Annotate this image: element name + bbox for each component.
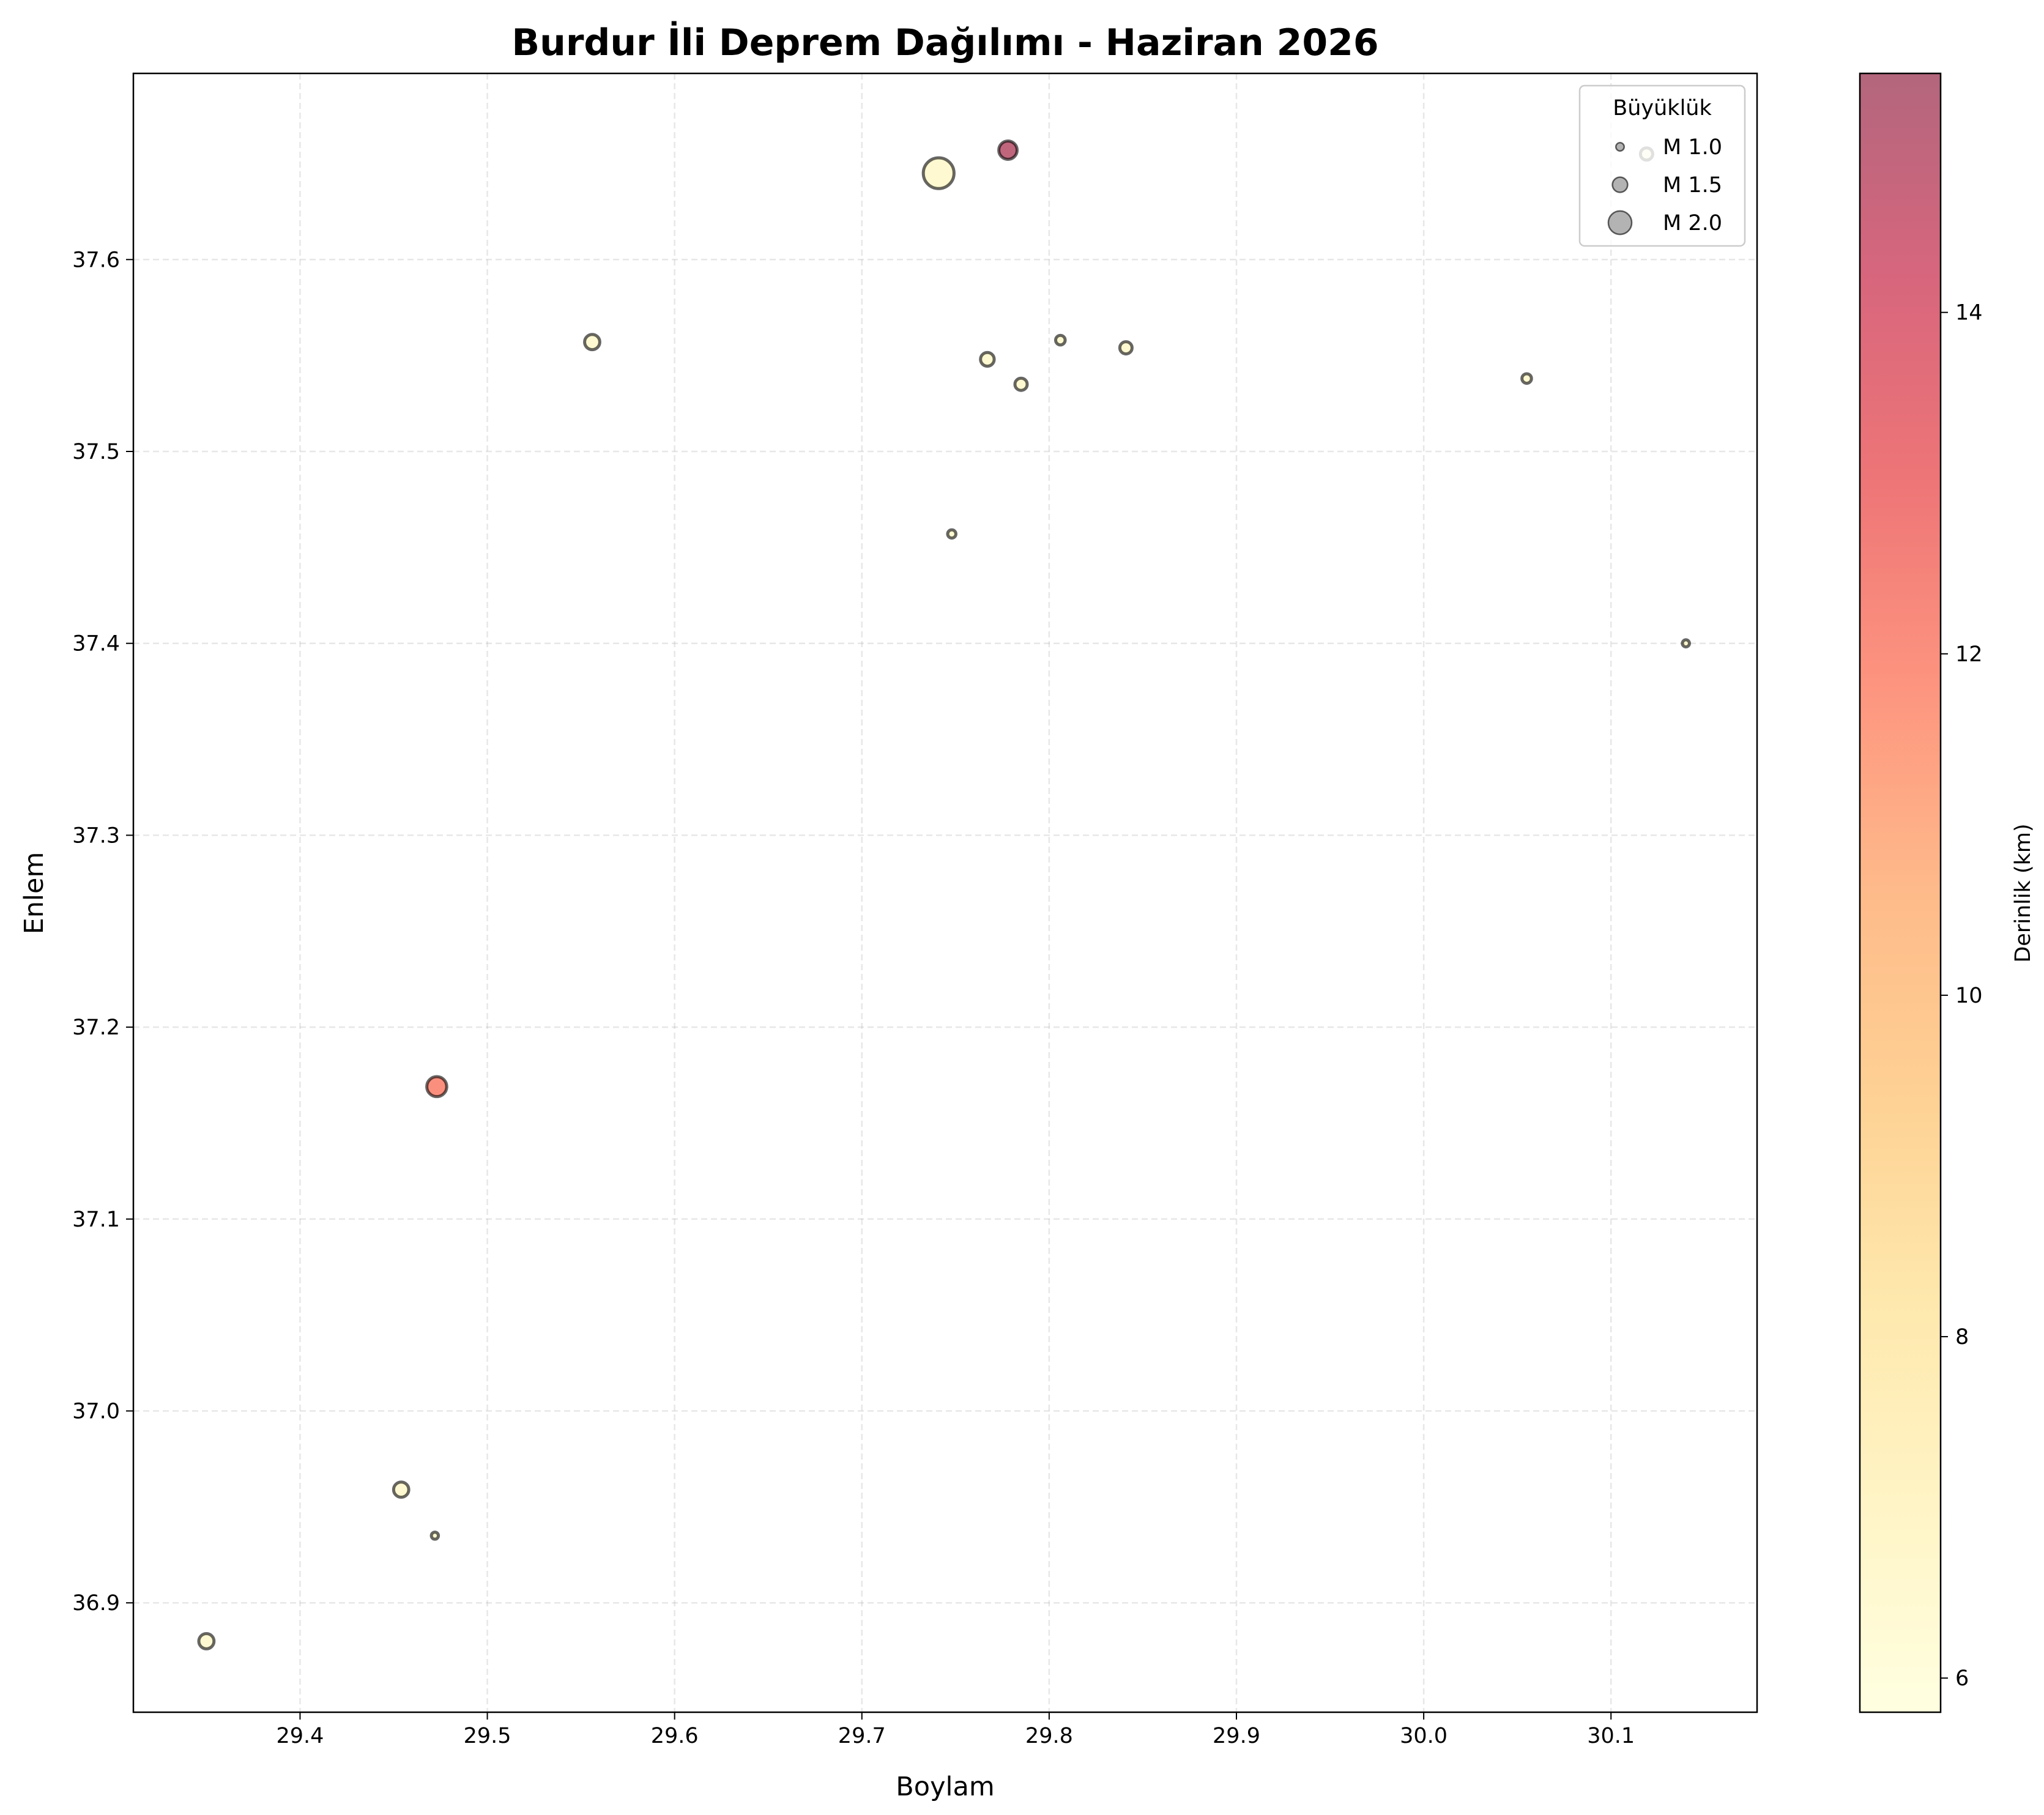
earthquake-point: [583, 333, 601, 352]
colorbar-fill: [1860, 73, 1941, 1712]
y-axis-label: Enlem: [19, 852, 50, 935]
data-points: [197, 139, 1691, 1650]
y-tick-label: 37.5: [72, 440, 120, 464]
earthquake-point: [1681, 638, 1691, 648]
x-axis-label: Boylam: [896, 1772, 994, 1802]
y-tick-label: 36.9: [72, 1591, 120, 1616]
earthquake-point: [1118, 340, 1134, 356]
earthquake-point: [425, 1075, 448, 1099]
earthquake-point: [921, 156, 956, 190]
earthquake-point: [392, 1480, 411, 1499]
y-axis-ticks: 36.9 37.0 37.1 37.2 37.3 37.4 37.5 37.6: [72, 248, 133, 1616]
x-tick-label: 29.8: [1025, 1724, 1073, 1748]
legend-label: M 1.0: [1663, 135, 1722, 160]
x-tick-label: 30.0: [1400, 1724, 1448, 1748]
legend-entries: M 1.0 M 1.5 M 2.0: [1607, 135, 1722, 236]
y-tick-label: 37.4: [72, 632, 120, 656]
earthquake-point: [997, 139, 1019, 161]
y-tick-label: 37.1: [72, 1208, 120, 1232]
y-tick-label: 37.2: [72, 1015, 120, 1040]
grid-lines: [133, 73, 1757, 1712]
y-tick-label: 37.0: [72, 1399, 120, 1423]
colorbar-tick-label: 8: [1955, 1325, 1969, 1349]
legend-label: M 2.0: [1663, 211, 1722, 236]
x-tick-label: 29.4: [276, 1724, 324, 1748]
legend-marker: [1611, 176, 1629, 193]
colorbar-frame: [1859, 72, 1942, 1713]
y-tick-label: 37.6: [72, 248, 120, 272]
x-tick-label: 29.5: [464, 1724, 511, 1748]
colorbar-tick-label: 14: [1955, 301, 1983, 325]
y-tick-label: 37.3: [72, 823, 120, 848]
earthquake-point: [946, 528, 957, 540]
colorbar-tick-label: 12: [1955, 642, 1983, 667]
legend-box: [1578, 84, 1746, 247]
x-tick-label: 30.1: [1587, 1724, 1635, 1748]
x-tick-label: 29.6: [651, 1724, 699, 1748]
earthquake-point: [429, 1531, 440, 1541]
earthquake-point: [1013, 376, 1029, 392]
colorbar-tick-label: 6: [1955, 1666, 1969, 1691]
legend-title: Büyüklük: [1613, 96, 1712, 121]
legend-label: M 1.5: [1663, 173, 1722, 198]
colorbar-tick-label: 10: [1955, 984, 1983, 1008]
chart-title: Burdur İli Deprem Dağılımı - Haziran 202…: [511, 20, 1378, 64]
plot-frame: [132, 72, 1758, 1713]
x-tick-label: 29.9: [1213, 1724, 1260, 1748]
legend-marker: [1607, 210, 1633, 236]
magnitude-legend: Büyüklük M 1.0 M 1.5 M 2.0: [1578, 84, 1746, 247]
earthquake-point: [1520, 372, 1533, 385]
earthquake-point: [197, 1632, 216, 1650]
earthquake-point: [979, 351, 996, 368]
x-tick-label: 29.7: [838, 1724, 886, 1748]
colorbar-label: Derinlik (km): [2011, 823, 2035, 962]
earthquake-point: [1054, 333, 1067, 347]
depth-colorbar: 6 8 10 12 14 Derinlik (km): [1859, 72, 2035, 1713]
legend-marker: [1615, 142, 1625, 152]
colorbar-ticks: 6 8 10 12 14: [1941, 301, 1983, 1691]
x-axis-ticks: 29.4 29.5 29.6 29.7 29.8 29.9 30.0 30.1: [276, 1712, 1635, 1748]
